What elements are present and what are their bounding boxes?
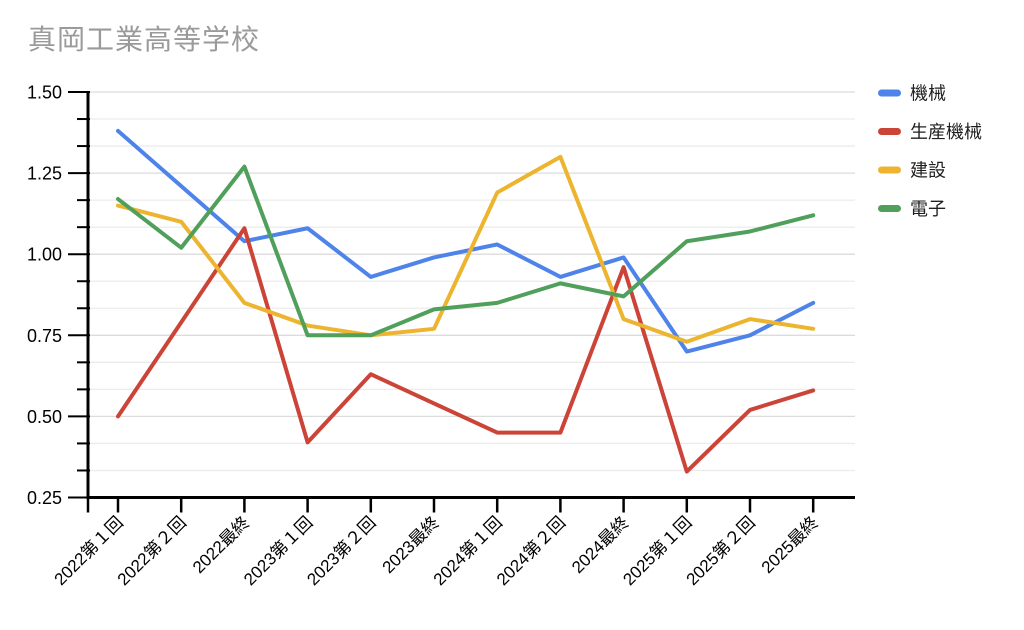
x-tick-label: 2022最終 [189,513,253,577]
y-tick-label: 0.75 [27,326,62,346]
x-tick-label: 2022第２回 [114,513,190,589]
series-line-2 [116,154,816,344]
series-line-3 [116,164,816,338]
x-tick-label: 2023第２回 [303,513,379,589]
legend-label-1: 生産機械 [910,122,982,142]
y-tick-label: 0.25 [27,488,62,508]
series-line-0 [116,128,816,354]
x-tick-label: 2024最終 [568,513,632,577]
legend-label-3: 電子 [910,199,946,219]
chart-title: 真岡工業高等学校 [28,24,261,55]
x-tick-label: 2024第２回 [493,513,569,589]
x-tick-label: 2025最終 [758,513,822,577]
legend-swatch-2 [878,166,901,174]
legend-swatch-1 [878,128,901,135]
y-tick-label: 1.50 [27,83,62,103]
x-tick-label: 2025第２回 [683,513,759,589]
series-line-1 [116,226,816,474]
legend-swatch-0 [878,89,901,97]
legend-label-0: 機械 [910,84,946,104]
y-tick-label: 1.00 [27,245,62,265]
legend-swatch-3 [878,205,901,212]
x-tick-label: 2023最終 [379,513,443,577]
y-tick-label: 0.50 [27,407,62,427]
y-tick-label: 1.25 [27,164,62,184]
legend-label-2: 建設 [910,161,946,181]
